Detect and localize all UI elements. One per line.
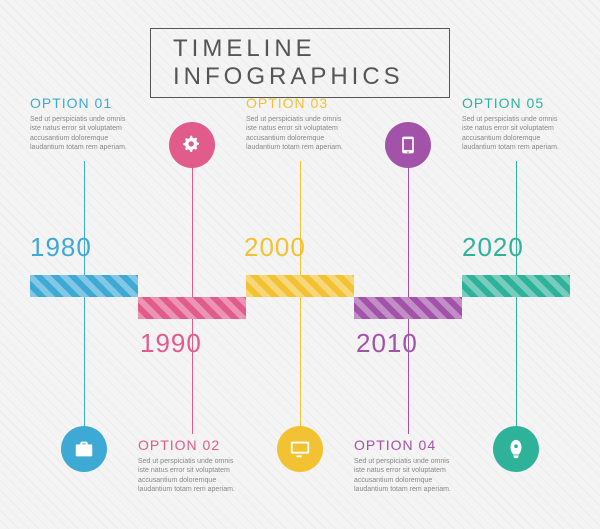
option-block-3: OPTION 03 Sed ut perspiciatis unde omnis… [246, 95, 354, 153]
option-body: Sed ut perspiciatis unde omnis iste natu… [462, 115, 570, 153]
option-body: Sed ut perspiciatis unde omnis iste natu… [30, 115, 138, 153]
bar-3 [246, 275, 354, 297]
stem-5 [516, 161, 517, 275]
stem-3 [300, 161, 301, 275]
stem-3b [300, 297, 301, 435]
option-label: OPTION 04 [354, 437, 462, 453]
option-block-4: OPTION 04 Sed ut perspiciatis unde omnis… [354, 437, 462, 495]
option-body: Sed ut perspiciatis unde omnis iste natu… [138, 457, 246, 495]
infographic-canvas: TIMELINE INFOGRAPHICS OPTION 01 Sed ut p… [0, 0, 600, 529]
stem-2 [192, 319, 193, 434]
option-label: OPTION 03 [246, 95, 354, 111]
main-title: TIMELINE INFOGRAPHICS [150, 28, 450, 98]
option-block-2: OPTION 02 Sed ut perspiciatis unde omnis… [138, 437, 246, 495]
year-label-5: 2020 [462, 232, 524, 263]
option-body: Sed ut perspiciatis unde omnis iste natu… [246, 115, 354, 153]
bar-2 [138, 297, 246, 319]
stem-4t [408, 160, 409, 297]
stem-4 [408, 319, 409, 434]
option-block-5: OPTION 05 Sed ut perspiciatis unde omnis… [462, 95, 570, 153]
option-block-1: OPTION 01 Sed ut perspiciatis unde omnis… [30, 95, 138, 153]
stem-1 [84, 161, 85, 275]
briefcase-icon [61, 426, 107, 472]
rocket-icon [493, 426, 539, 472]
stem-2t [192, 160, 193, 297]
option-body: Sed ut perspiciatis unde omnis iste natu… [354, 457, 462, 495]
bar-1 [30, 275, 138, 297]
option-label: OPTION 02 [138, 437, 246, 453]
bar-4 [354, 297, 462, 319]
gears-icon [169, 122, 215, 168]
option-label: OPTION 05 [462, 95, 570, 111]
stem-5b [516, 297, 517, 435]
year-label-1: 1980 [30, 232, 92, 263]
bar-5 [462, 275, 570, 297]
phone-icon [385, 122, 431, 168]
year-label-3: 2000 [244, 232, 306, 263]
option-label: OPTION 01 [30, 95, 138, 111]
stem-1b [84, 297, 85, 435]
